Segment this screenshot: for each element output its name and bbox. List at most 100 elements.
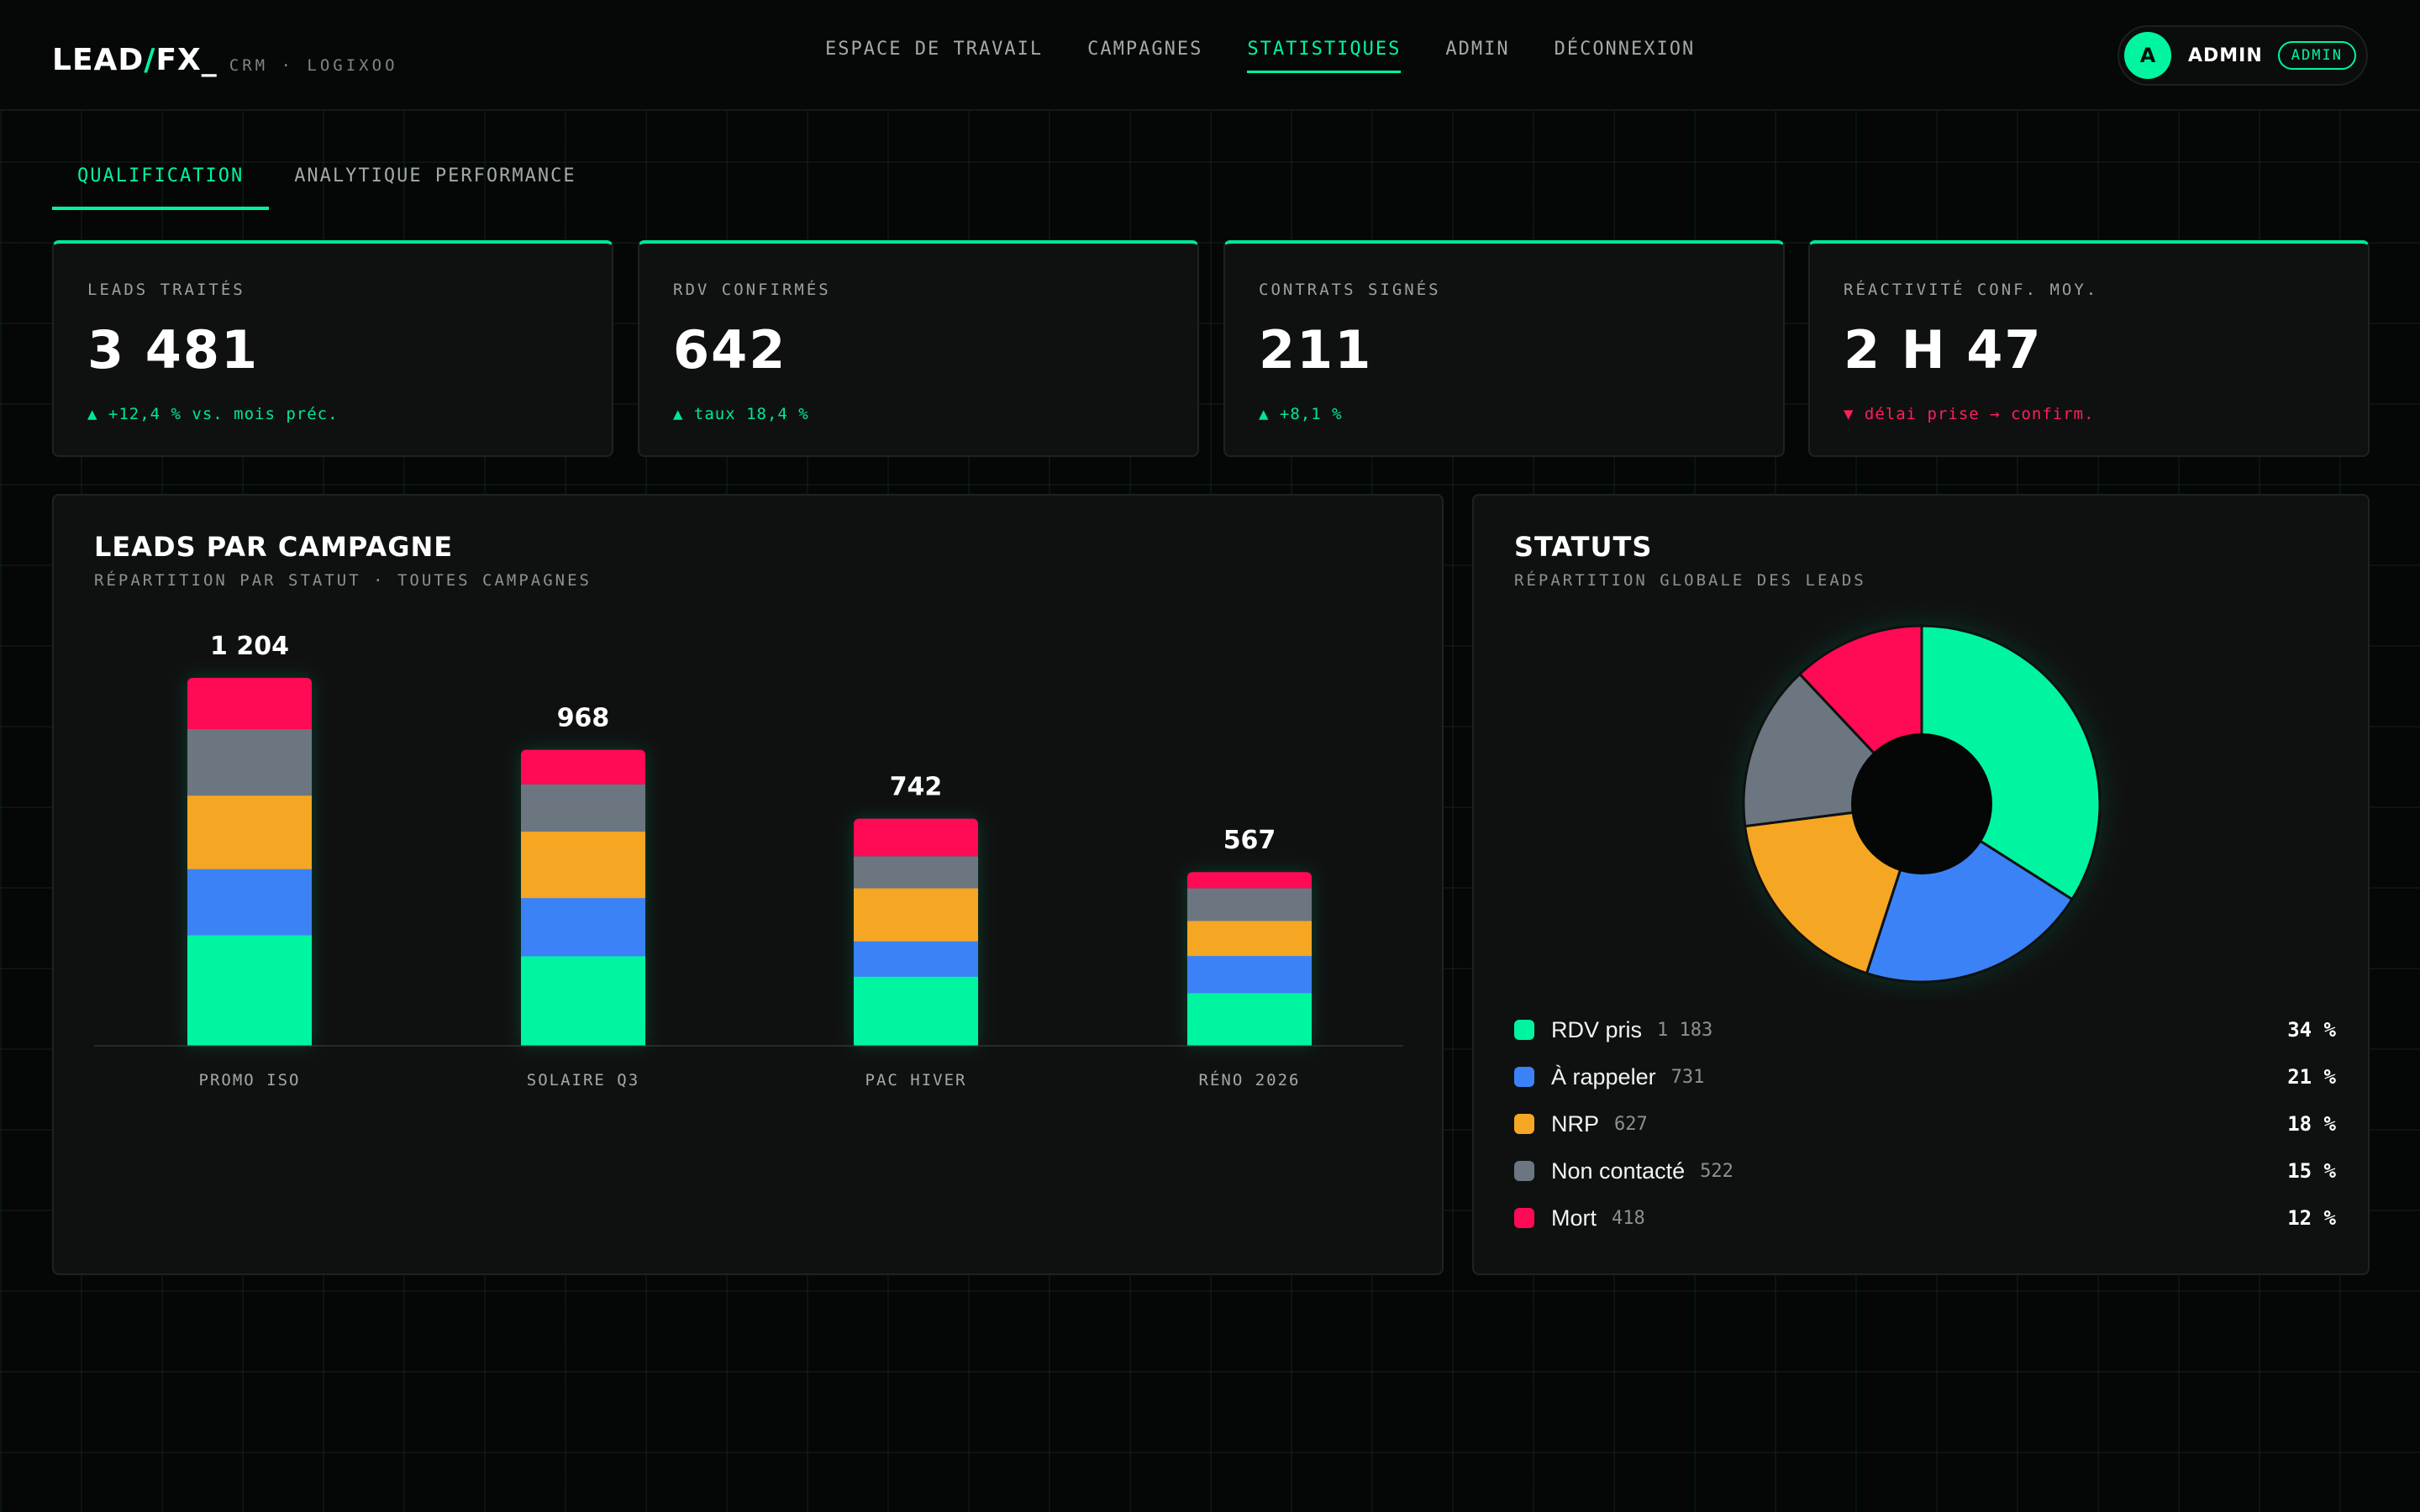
kpi-card-leads-traites: LEADS TRAITÉS 3 481 ▲ +12,4 % vs. mois p… (52, 240, 613, 457)
bar-cap (521, 749, 645, 762)
bar-segment-rappeler[interactable] (854, 941, 978, 977)
bar-segment-rdv[interactable] (854, 976, 978, 1046)
tab-qualification[interactable]: QUALIFICATION (52, 160, 270, 210)
bar-total-label: 968 (557, 704, 610, 733)
bar-cap (187, 678, 312, 690)
x-tick-label: PROMO ISO (199, 1071, 301, 1089)
kpi-value: 211 (1259, 319, 1373, 381)
legend-item-a-rappeler[interactable]: À rappeler 731 21 % (1514, 1053, 2336, 1100)
stacked-bar-chart: 1 204 PROMO ISO 968 SOLAIRE Q3 742 PAC HIVER 5… (94, 632, 1403, 1089)
panel-statuts: STATUTS RÉPARTITION GLOBALE DES LEADS RD… (1472, 494, 2370, 1275)
bar-segment-mort[interactable] (187, 683, 312, 729)
legend-label: Mort (1551, 1205, 1597, 1231)
legend-percent: 15 % (2287, 1159, 2336, 1183)
legend-count: 522 (1700, 1160, 1733, 1182)
legend-label: RDV pris (1551, 1016, 1643, 1042)
bar-group[interactable]: 1 204 PROMO ISO (187, 632, 312, 1089)
status-legend: RDV pris 1 183 34 % À rappeler 731 21 % … (1514, 1006, 2336, 1242)
x-tick-label: SOLAIRE Q3 (527, 1071, 639, 1089)
bar-segment-rappeler[interactable] (187, 869, 312, 936)
bar-total-label: 1 204 (210, 632, 289, 661)
logo-wordmark: LEAD/FX_ (52, 45, 218, 76)
bar-group[interactable]: 742 PAC HIVER (854, 773, 978, 1089)
bar-cap (1187, 872, 1312, 885)
donut-hole (1851, 733, 1992, 874)
legend-count: 627 (1614, 1113, 1648, 1135)
logo-slash: / (144, 43, 156, 77)
legend-label: À rappeler (1551, 1063, 1656, 1089)
nav-admin[interactable]: ADMIN (1445, 39, 1510, 60)
user-name: ADMIN (2188, 45, 2263, 66)
legend-swatch (1514, 1020, 1534, 1040)
bar-segment-non-contacte[interactable] (854, 856, 978, 889)
bar-segment-non-contacte[interactable] (521, 784, 645, 832)
bar-segment-nrp[interactable] (187, 795, 312, 869)
bar-segment-rappeler[interactable] (521, 897, 645, 957)
stats-tabs: QUALIFICATION ANALYTIQUE PERFORMANCE (52, 160, 602, 210)
nav-statistiques[interactable]: STATISTIQUES (1247, 37, 1402, 73)
legend-item-nrp[interactable]: NRP 627 18 % (1514, 1100, 2336, 1147)
main-nav: ESPACE DE TRAVAIL CAMPAGNES STATISTIQUES… (825, 37, 1739, 73)
logo-part-fx: FX_ (155, 43, 218, 77)
app-logo[interactable]: LEAD/FX_ CRM · LOGIXOO (52, 34, 398, 76)
kpi-label: RÉACTIVITÉ CONF. MOY. (1844, 281, 2099, 299)
legend-label: Non contacté (1551, 1158, 1686, 1184)
kpi-value: 642 (673, 319, 787, 381)
kpi-delta: ▲ +8,1 % (1259, 405, 1343, 423)
bar-total-label: 742 (890, 773, 943, 802)
role-badge: ADMIN (2277, 41, 2356, 70)
avatar: A (2124, 32, 2171, 79)
bar-cap (854, 818, 978, 831)
kpi-card-reactivite: RÉACTIVITÉ CONF. MOY. 2 H 47 ▼ délai pri… (1808, 240, 2370, 457)
nav-espace-de-travail[interactable]: ESPACE DE TRAVAIL (825, 39, 1044, 60)
logo-part-lead: LEAD (52, 43, 145, 77)
nav-deconnexion[interactable]: DÉCONNEXION (1554, 39, 1696, 60)
legend-percent: 34 % (2287, 1018, 2336, 1042)
kpi-label: CONTRATS SIGNÉS (1259, 281, 1441, 299)
legend-count: 731 (1670, 1066, 1705, 1088)
bar-group[interactable]: 567 RÉNO 2026 (1187, 826, 1312, 1089)
bar-total-label: 567 (1223, 826, 1276, 855)
kpi-label: LEADS TRAITÉS (87, 281, 245, 299)
legend-swatch (1514, 1161, 1534, 1181)
donut-chart (1742, 624, 2102, 984)
kpi-card-rdv-confirmes: RDV CONFIRMÉS 642 ▲ taux 18,4 % (638, 240, 1199, 457)
panel-title: LEADS PAR CAMPAGNE (94, 531, 454, 563)
legend-percent: 18 % (2287, 1112, 2336, 1136)
bar-segment-non-contacte[interactable] (187, 728, 312, 796)
logo-subtitle: CRM · LOGIXOO (229, 56, 398, 75)
legend-count: 418 (1612, 1207, 1645, 1229)
bar-segment-non-contacte[interactable] (1187, 888, 1312, 921)
bar-segment-rdv[interactable] (1187, 992, 1312, 1046)
nav-campagnes[interactable]: CAMPAGNES (1087, 39, 1203, 60)
tab-analytique-performance[interactable]: ANALYTIQUE PERFORMANCE (294, 165, 576, 186)
panel-subtitle: RÉPARTITION PAR STATUT · TOUTES CAMPAGNE… (94, 571, 592, 590)
bar-segment-nrp[interactable] (521, 831, 645, 899)
bar-segment-rappeler[interactable] (1187, 955, 1312, 994)
legend-swatch (1514, 1067, 1534, 1087)
x-tick-label: PAC HIVER (865, 1071, 967, 1089)
legend-percent: 21 % (2287, 1065, 2336, 1089)
kpi-delta: ▲ +12,4 % vs. mois préc. (87, 405, 339, 423)
legend-item-non-contacte[interactable]: Non contacté 522 15 % (1514, 1147, 2336, 1194)
kpi-value: 2 H 47 (1844, 319, 2043, 381)
bar-group[interactable]: 968 SOLAIRE Q3 (521, 704, 645, 1089)
bar-segment-nrp[interactable] (854, 888, 978, 942)
legend-swatch (1514, 1114, 1534, 1134)
kpi-value: 3 481 (87, 319, 260, 381)
legend-count: 1 183 (1657, 1019, 1713, 1041)
kpi-label: RDV CONFIRMÉS (673, 281, 831, 299)
bar-segment-nrp[interactable] (1187, 920, 1312, 957)
bar-segment-rdv[interactable] (521, 956, 645, 1046)
bar-segment-rdv[interactable] (187, 934, 312, 1046)
user-menu[interactable]: A ADMIN ADMIN (2118, 25, 2368, 86)
legend-item-mort[interactable]: Mort 418 12 % (1514, 1194, 2336, 1242)
panel-leads-par-campagne: 1 204 PROMO ISO 968 SOLAIRE Q3 742 PAC HIVER 5… (52, 494, 1444, 1275)
legend-swatch (1514, 1208, 1534, 1228)
legend-item-rdv-pris[interactable]: RDV pris 1 183 34 % (1514, 1006, 2336, 1053)
legend-label: NRP (1551, 1110, 1600, 1137)
panel-subtitle: RÉPARTITION GLOBALE DES LEADS (1514, 571, 1866, 590)
kpi-delta: ▲ taux 18,4 % (673, 405, 809, 423)
top-bar: LEAD/FX_ CRM · LOGIXOO ESPACE DE TRAVAIL… (0, 0, 2420, 111)
legend-percent: 12 % (2287, 1206, 2336, 1230)
